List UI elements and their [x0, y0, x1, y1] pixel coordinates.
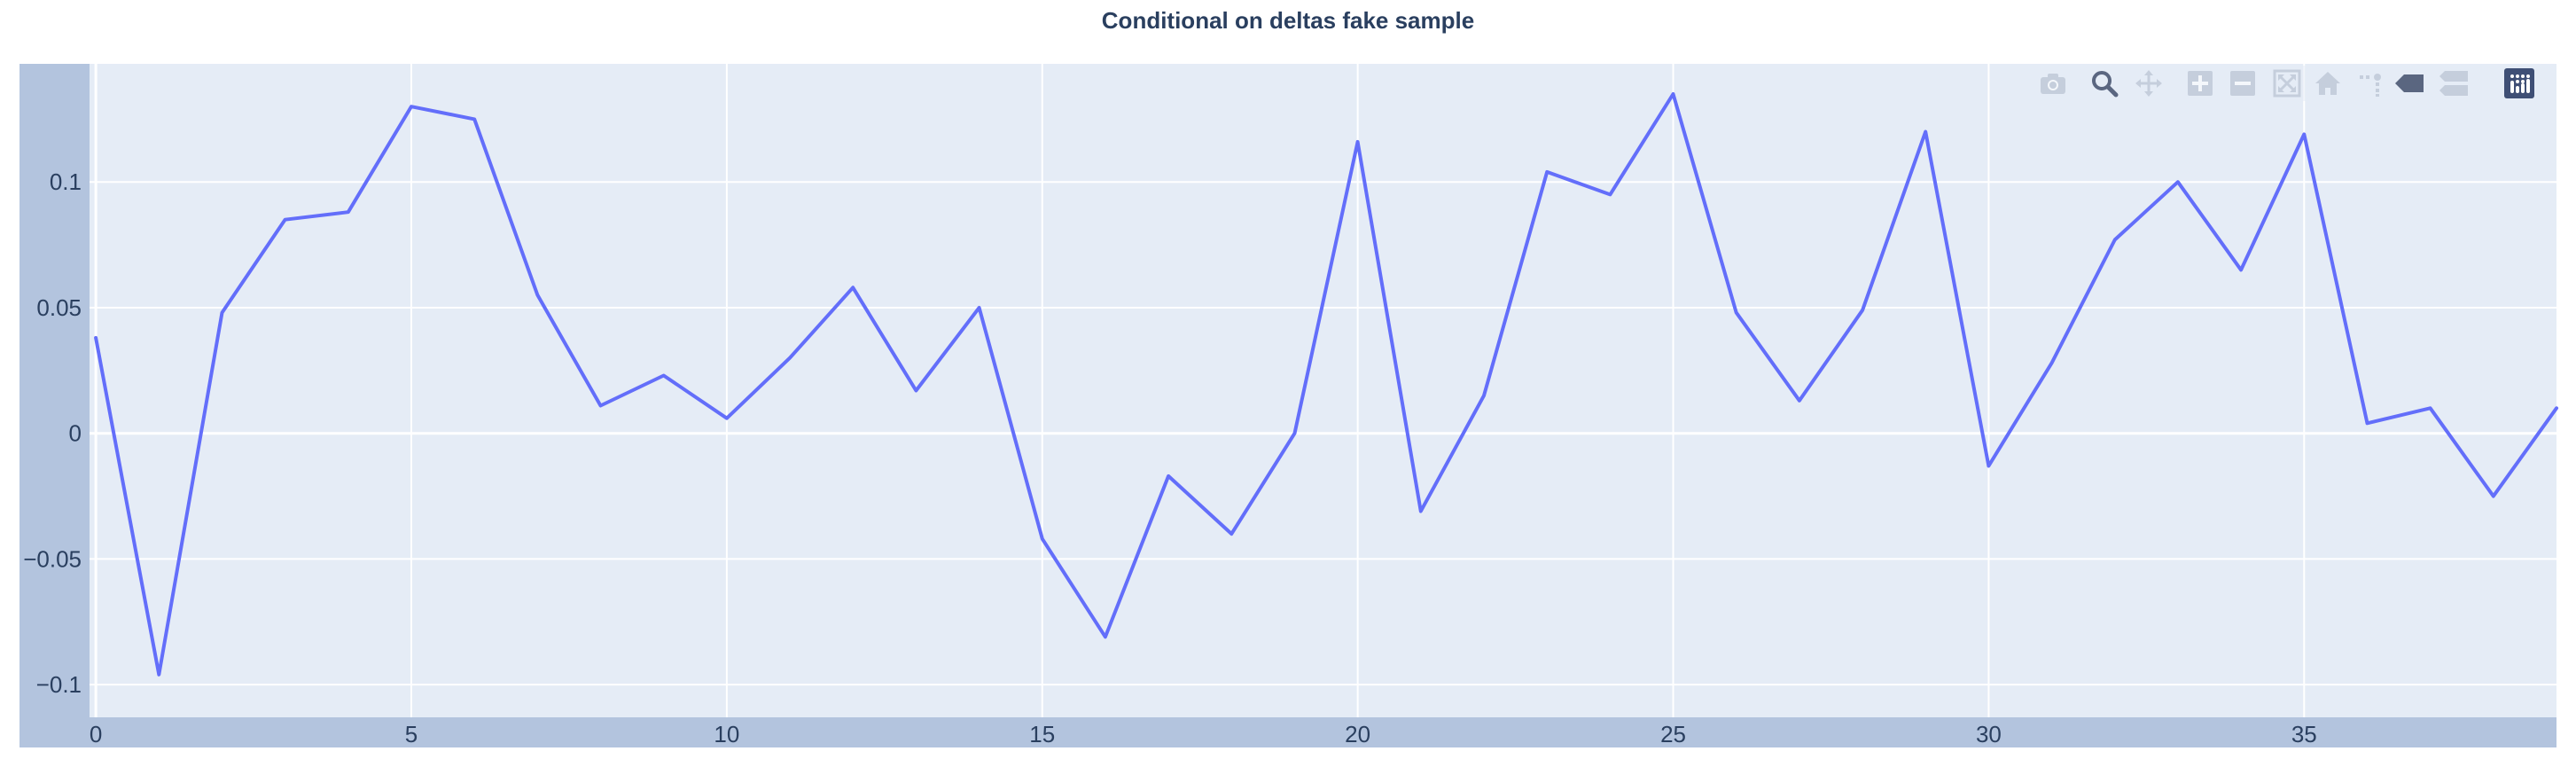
data-point[interactable] [218, 309, 225, 317]
data-point[interactable] [849, 284, 856, 291]
pan-button[interactable] [2131, 66, 2166, 101]
x-tick-label: 35 [2291, 721, 2317, 747]
data-point[interactable] [2237, 266, 2244, 273]
data-point[interactable] [1039, 536, 1046, 543]
data-point[interactable] [1859, 307, 1866, 314]
x-tick-label: 25 [1660, 721, 1686, 747]
data-point[interactable] [155, 671, 162, 678]
data-point[interactable] [1922, 129, 1929, 136]
data-point[interactable] [1985, 463, 1992, 470]
x-tick-label: 15 [1029, 721, 1055, 747]
data-point[interactable] [2363, 419, 2370, 426]
autoscale-icon [2273, 69, 2301, 98]
zoom-button[interactable] [2087, 66, 2122, 101]
y-axis-drag-strip[interactable] [20, 64, 90, 744]
zoom-in-button[interactable] [2182, 66, 2218, 101]
data-point[interactable] [1291, 430, 1298, 437]
y-tick-label: −0.1 [36, 671, 82, 698]
data-point[interactable] [2049, 359, 2056, 366]
hover-compare-button[interactable] [2436, 66, 2471, 101]
spike-lines-icon [2356, 69, 2385, 98]
y-tick-label: 0.1 [50, 168, 82, 195]
data-point[interactable] [2427, 404, 2434, 411]
y-tick-label: 0.05 [36, 294, 82, 321]
x-tick-label: 10 [714, 721, 739, 747]
data-point[interactable] [408, 103, 415, 110]
series-layer [92, 90, 2560, 678]
data-point[interactable] [1228, 530, 1235, 537]
data-point[interactable] [2490, 493, 2497, 500]
data-point[interactable] [1102, 633, 1109, 640]
data-point[interactable] [2174, 178, 2182, 185]
plotly-logo-icon [2504, 68, 2534, 98]
x-tick-label: 20 [1345, 721, 1370, 747]
zoom-out-icon [2229, 70, 2256, 97]
autoscale-button[interactable] [2269, 66, 2305, 101]
data-point[interactable] [976, 304, 983, 311]
data-point[interactable] [2300, 130, 2307, 137]
data-point[interactable] [1165, 473, 1172, 480]
data-point[interactable] [1480, 392, 1487, 399]
data-point[interactable] [1606, 191, 1613, 198]
data-point[interactable] [2553, 404, 2560, 411]
chart-title: Conditional on deltas fake sample [1102, 7, 1474, 34]
data-point[interactable] [1354, 138, 1362, 145]
data-point[interactable] [912, 387, 919, 395]
data-point[interactable] [786, 355, 793, 362]
download-plot-button[interactable] [2035, 66, 2071, 101]
plot-background [90, 64, 2556, 717]
x-tick-label: 0 [90, 721, 102, 747]
data-point[interactable] [597, 403, 605, 410]
plotly-logo-link[interactable] [2502, 66, 2537, 101]
x-tick-label: 30 [1976, 721, 2002, 747]
data-point[interactable] [282, 216, 289, 223]
y-tick-label: 0 [69, 420, 82, 447]
home-icon [2314, 70, 2342, 97]
zoom-out-button[interactable] [2225, 66, 2260, 101]
data-point[interactable] [1796, 397, 1803, 404]
data-point[interactable] [1670, 90, 1677, 98]
data-point[interactable] [723, 415, 730, 422]
data-point[interactable] [1733, 309, 1740, 317]
data-point[interactable] [2112, 236, 2119, 243]
reset-axes-button[interactable] [2310, 66, 2346, 101]
zoom-icon [2090, 69, 2119, 98]
hover-compare-icon [2438, 69, 2470, 98]
modebar [2018, 66, 2553, 101]
data-point[interactable] [471, 115, 478, 122]
data-point[interactable] [1543, 168, 1550, 176]
data-point[interactable] [660, 372, 667, 379]
hover-closest-button[interactable] [2392, 66, 2427, 101]
x-tick-label: 5 [405, 721, 418, 747]
x-axis-drag-strip[interactable] [20, 717, 2556, 747]
data-point[interactable] [345, 208, 352, 215]
toggle-spike-lines-button[interactable] [2353, 66, 2388, 101]
y-tick-label: −0.05 [23, 545, 82, 572]
series-line [94, 92, 2558, 677]
plot-area[interactable] [20, 64, 2556, 747]
camera-icon [2039, 71, 2067, 96]
zoom-in-icon [2187, 70, 2213, 97]
pan-icon [2135, 69, 2163, 98]
hover-closest-icon [2393, 73, 2425, 94]
data-point[interactable] [534, 292, 541, 299]
data-point[interactable] [1417, 508, 1425, 515]
data-point[interactable] [92, 334, 99, 341]
